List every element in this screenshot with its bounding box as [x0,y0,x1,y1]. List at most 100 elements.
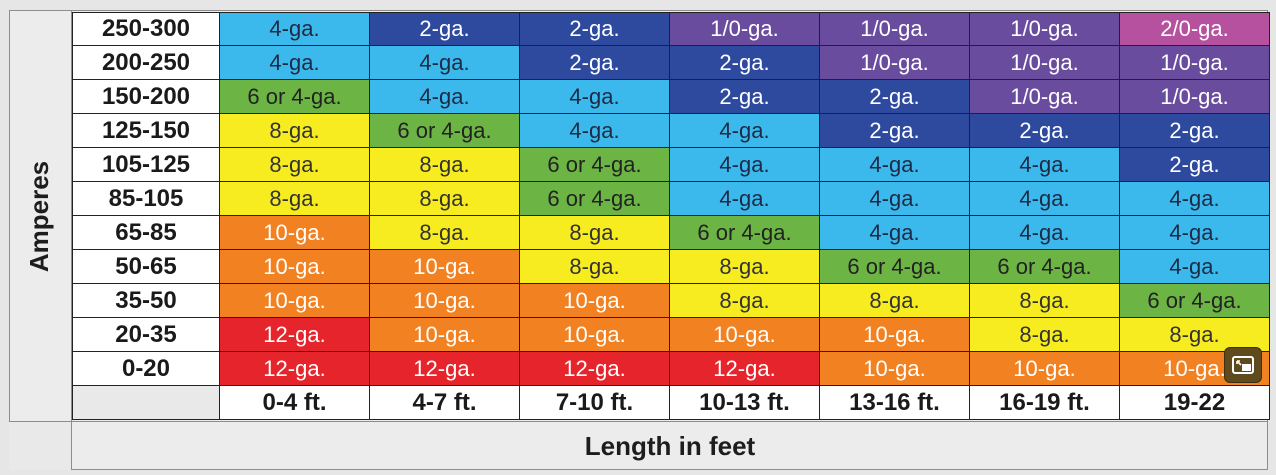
gauge-cell: 6 or 4-ga. [520,148,670,182]
gauge-cell: 6 or 4-ga. [820,250,970,284]
row-label-amperes: 250-300 [72,12,220,46]
gauge-cell: 8-ga. [520,216,670,250]
row-label-amperes: 150-200 [72,80,220,114]
gauge-cell: 12-ga. [220,352,370,386]
gauge-cell: 8-ga. [970,284,1120,318]
gauge-cell: 4-ga. [970,182,1120,216]
column-label-length: 4-7 ft. [370,386,520,420]
row-label-amperes: 105-125 [72,148,220,182]
row-label-amperes: 65-85 [72,216,220,250]
gauge-cell: 6 or 4-ga. [220,80,370,114]
gauge-cell: 2-ga. [1120,114,1270,148]
gauge-cell: 2-ga. [370,12,520,46]
gauge-cell: 10-ga. [370,284,520,318]
gauge-cell: 12-ga. [370,352,520,386]
gauge-cell: 4-ga. [670,114,820,148]
gauge-cell: 6 or 4-ga. [520,182,670,216]
column-label-length: 16-19 ft. [970,386,1120,420]
wire-gauge-table: 250-300 4-ga. 2-ga. 2-ga. 1/0-ga. 1/0-ga. 1/0-… [72,12,1270,420]
gauge-cell: 4-ga. [220,12,370,46]
gauge-cell: 10-ga. [220,284,370,318]
gauge-cell: 1/0-ga. [820,46,970,80]
header-corner-blank [72,386,220,420]
gauge-cell: 8-ga. [370,216,520,250]
gauge-cell: 2-ga. [970,114,1120,148]
picture-in-picture-icon[interactable] [1224,347,1262,383]
gauge-cell: 10-ga. [820,318,970,352]
column-label-length: 0-4 ft. [220,386,370,420]
gauge-cell: 6 or 4-ga. [670,216,820,250]
gauge-cell: 4-ga. [820,216,970,250]
gauge-cell: 2-ga. [820,80,970,114]
gauge-cell: 1/0-ga. [970,12,1120,46]
gauge-cell: 8-ga. [220,114,370,148]
gauge-cell: 1/0-ga. [1120,80,1270,114]
row-label-amperes: 0-20 [72,352,220,386]
gauge-cell: 4-ga. [670,182,820,216]
gauge-cell: 2-ga. [670,80,820,114]
gauge-cell: 8-ga. [970,318,1120,352]
y-axis-label: Amperes [9,10,72,422]
gauge-cell: 4-ga. [520,114,670,148]
gauge-cell: 8-ga. [670,250,820,284]
gauge-cell: 6 or 4-ga. [370,114,520,148]
gauge-cell: 4-ga. [820,182,970,216]
gauge-cell: 10-ga. [520,284,670,318]
gauge-cell: 2/0-ga. [1120,12,1270,46]
gauge-cell: 10-ga. [220,250,370,284]
gauge-cell: 10-ga. [670,318,820,352]
gauge-cell: 8-ga. [520,250,670,284]
gauge-cell: 1/0-ga. [1120,46,1270,80]
gauge-cell: 6 or 4-ga. [970,250,1120,284]
gauge-cell: 4-ga. [970,148,1120,182]
row-label-amperes: 85-105 [72,182,220,216]
gauge-cell: 2-ga. [820,114,970,148]
gauge-cell: 8-ga. [370,148,520,182]
gauge-cell: 8-ga. [820,284,970,318]
column-label-length: 19-22 [1120,386,1270,420]
gauge-cell: 10-ga. [820,352,970,386]
gauge-cell: 1/0-ga. [970,46,1120,80]
gauge-cell: 4-ga. [1120,250,1270,284]
gauge-cell: 4-ga. [370,80,520,114]
gauge-cell: 10-ga. [970,352,1120,386]
gauge-cell: 2-ga. [520,12,670,46]
gauge-cell: 8-ga. [670,284,820,318]
gauge-cell: 4-ga. [820,148,970,182]
gauge-cell: 12-ga. [520,352,670,386]
gauge-cell: 8-ga. [1120,318,1270,352]
gauge-cell: 6 or 4-ga. [1120,284,1270,318]
gauge-cell: 4-ga. [220,46,370,80]
gauge-cell: 4-ga. [970,216,1120,250]
gauge-cell: 4-ga. [370,46,520,80]
row-label-amperes: 50-65 [72,250,220,284]
gauge-cell: 1/0-ga. [820,12,970,46]
gauge-cell: 10-ga. [520,318,670,352]
gauge-cell: 10-ga. [370,318,520,352]
row-label-amperes: 200-250 [72,46,220,80]
gauge-cell: 4-ga. [1120,182,1270,216]
gauge-cell: 8-ga. [220,182,370,216]
gauge-cell: 4-ga. [670,148,820,182]
gauge-cell: 10-ga. [370,250,520,284]
gauge-cell: 12-ga. [220,318,370,352]
gauge-cell: 2-ga. [1120,148,1270,182]
row-label-amperes: 125-150 [72,114,220,148]
gauge-cell: 12-ga. [670,352,820,386]
gauge-cell: 1/0-ga. [970,80,1120,114]
gauge-cell: 2-ga. [670,46,820,80]
row-label-amperes: 35-50 [72,284,220,318]
gauge-cell: 2-ga. [520,46,670,80]
x-axis-label: Length in feet [72,421,1268,470]
gauge-cell: 4-ga. [1120,216,1270,250]
corner-blank [9,421,72,470]
column-label-length: 7-10 ft. [520,386,670,420]
gauge-cell: 1/0-ga. [670,12,820,46]
row-label-amperes: 20-35 [72,318,220,352]
gauge-cell: 8-ga. [220,148,370,182]
column-label-length: 13-16 ft. [820,386,970,420]
column-label-length: 10-13 ft. [670,386,820,420]
gauge-cell: 8-ga. [370,182,520,216]
gauge-cell: 10-ga. [220,216,370,250]
gauge-cell: 4-ga. [520,80,670,114]
